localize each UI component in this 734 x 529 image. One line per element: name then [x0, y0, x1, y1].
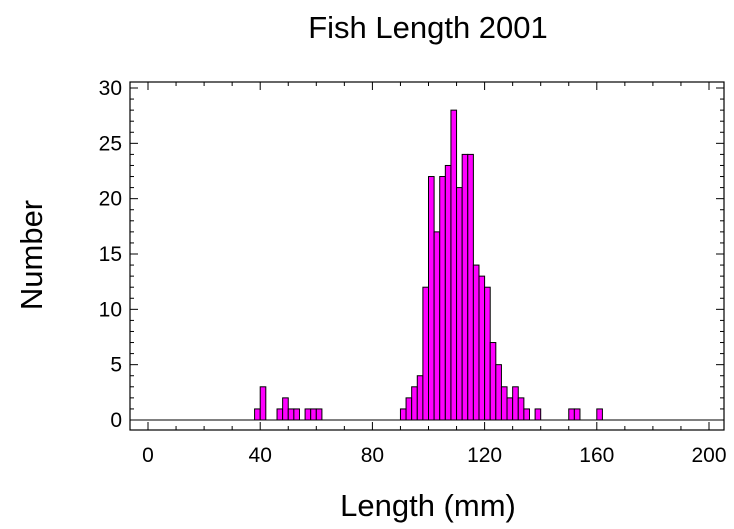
histogram-bar	[596, 408, 603, 421]
histogram-bar	[500, 386, 508, 421]
histogram-bar	[444, 164, 452, 421]
histogram-bar	[282, 397, 289, 421]
histogram-bar	[399, 408, 407, 421]
histogram-bar	[506, 397, 514, 421]
histogram-bars	[254, 109, 603, 421]
histogram-bar	[428, 176, 435, 421]
y-tick-label: 10	[99, 298, 122, 321]
y-tick-label: 5	[110, 354, 122, 377]
y-axis-ticks: 0 5 10 15 20 25 30	[99, 77, 724, 432]
histogram-bar	[489, 342, 497, 421]
x-tick-label: 40	[249, 444, 272, 467]
x-axis-label: Length (mm)	[340, 488, 516, 523]
x-tick-label: 120	[467, 444, 502, 467]
histogram-bar	[484, 286, 491, 421]
x-tick-label: 80	[361, 444, 384, 467]
histogram-bar	[416, 375, 424, 421]
histogram-bar	[495, 364, 502, 421]
histogram-bar	[472, 264, 480, 421]
histogram-bar	[573, 408, 581, 421]
y-tick-label: 20	[99, 188, 122, 211]
plot-frame	[129, 81, 725, 431]
histogram-bar	[433, 231, 441, 421]
histogram-bar	[422, 286, 430, 421]
histogram-bar	[293, 408, 300, 421]
x-tick-label: 160	[579, 444, 614, 467]
histogram-bar	[534, 408, 542, 421]
histogram-bar	[512, 386, 519, 421]
histogram-bar	[254, 408, 261, 421]
histogram-bar	[439, 176, 446, 421]
y-tick-label: 30	[99, 77, 122, 100]
histogram-bar	[517, 397, 525, 421]
chart-title: Fish Length 2001	[308, 10, 548, 45]
histogram-bar	[456, 187, 463, 421]
histogram-bar	[405, 397, 413, 421]
y-tick-label: 25	[99, 132, 122, 155]
histogram-bar	[568, 408, 575, 421]
histogram-bar	[467, 153, 474, 421]
x-tick-label: 200	[691, 444, 726, 467]
histogram-bar	[276, 408, 284, 421]
histogram-bar	[450, 109, 458, 421]
histogram-bar	[523, 408, 530, 421]
y-axis-label: Number	[14, 200, 49, 310]
histogram-bar	[478, 275, 486, 421]
x-tick-label: 0	[142, 444, 154, 467]
histogram-bar	[315, 408, 323, 421]
histogram-bar	[304, 408, 312, 421]
histogram-bar	[310, 408, 317, 421]
y-tick-label: 0	[110, 409, 122, 432]
histogram-bar	[287, 408, 295, 421]
minor-ticks	[130, 82, 724, 430]
plot-area: 0 40 80 120 160 200 0 5 10 15 20 25 30	[99, 77, 727, 467]
histogram-bar	[461, 153, 469, 421]
histogram-bar	[411, 386, 418, 421]
y-tick-label: 15	[99, 243, 122, 266]
histogram-bar	[259, 386, 267, 421]
x-axis-ticks: 0 40 80 120 160 200	[142, 82, 727, 467]
